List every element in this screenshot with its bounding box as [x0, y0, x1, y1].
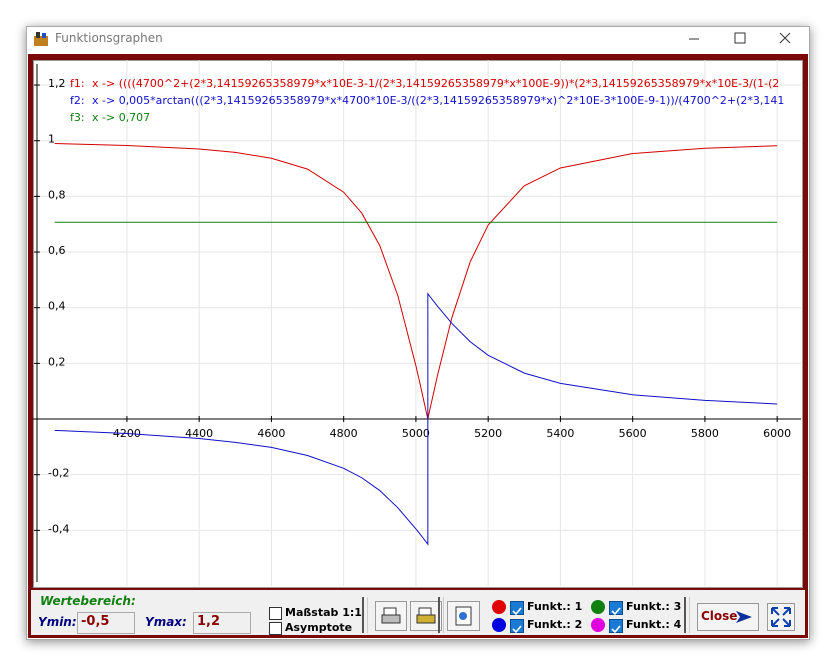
export-button[interactable] — [447, 601, 480, 631]
function-expression: x -> ((((4700^2+(2*3,14159265358979*x*10… — [92, 77, 800, 90]
fullscreen-button[interactable] — [767, 603, 795, 631]
color-swatch[interactable] — [492, 600, 506, 614]
function-expression: x -> 0,707 — [92, 111, 800, 124]
window-title: Funktionsgraphen — [55, 31, 163, 45]
checkbox[interactable] — [269, 622, 282, 635]
function-toggle-label: Funkt.: 2 — [527, 618, 582, 631]
function-name: f3: — [70, 111, 85, 124]
x-tick-label: 5800 — [691, 427, 719, 440]
app-icon — [32, 30, 50, 48]
close-button[interactable]: Close — [697, 603, 759, 631]
check-mark — [511, 623, 523, 635]
function-toggle-label: Funkt.: 1 — [527, 600, 582, 613]
function-checkbox[interactable] — [609, 619, 623, 633]
function-checkbox[interactable] — [609, 601, 623, 615]
ymin-label: Ymin: — [38, 615, 77, 629]
separator — [684, 597, 690, 633]
check-mark — [610, 623, 622, 635]
function-checkbox[interactable] — [510, 601, 524, 615]
close-arrow — [734, 608, 754, 626]
y-tick-label: 0,2 — [48, 355, 66, 368]
y-tick-label: 1,2 — [48, 77, 66, 90]
window-buttons[interactable] — [680, 28, 805, 48]
chart: 1,210,80,60,40,2-0,2-0,44200440046004800… — [33, 60, 801, 586]
color-swatch[interactable] — [591, 600, 605, 614]
checkbox[interactable] — [269, 607, 282, 620]
checkbox-label: Maßstab 1:1 — [285, 606, 362, 619]
color-swatch[interactable] — [591, 618, 605, 632]
check-mark — [511, 605, 523, 617]
x-tick-label: 4800 — [330, 427, 358, 440]
x-tick-label: 5600 — [619, 427, 647, 440]
function-toggle-label: Funkt.: 3 — [626, 600, 681, 613]
range-title: Wertebereich: — [40, 594, 136, 608]
function-expression: x -> 0,005*arctan(((2*3,14159265358979*x… — [92, 94, 800, 107]
plot-area: 1,210,80,60,40,2-0,2-0,44200440046004800… — [33, 60, 803, 588]
separator — [438, 597, 444, 633]
x-tick-label: 5000 — [402, 427, 430, 440]
y-tick-label: -0,2 — [48, 467, 69, 480]
y-tick-label: 1 — [48, 133, 55, 146]
y-tick-label: -0,4 — [48, 522, 69, 535]
x-tick-label: 6000 — [763, 427, 791, 440]
ymin-input[interactable]: -0,5 — [77, 612, 135, 634]
separator — [362, 597, 368, 633]
function-checkbox[interactable] — [510, 619, 524, 633]
close-label: Close — [701, 609, 737, 623]
function-name: f2: — [70, 94, 85, 107]
color-swatch[interactable] — [492, 618, 506, 632]
function-name: f1: — [70, 77, 85, 90]
x-tick-label: 5200 — [474, 427, 502, 440]
y-tick-label: 0,4 — [48, 300, 66, 313]
x-tick-label: 5400 — [546, 427, 574, 440]
function-toggle-label: Funkt.: 4 — [626, 618, 681, 631]
y-tick-label: 0,6 — [48, 244, 66, 257]
check-mark — [610, 605, 622, 617]
y-tick-label: 0,8 — [48, 188, 66, 201]
print-button[interactable] — [375, 601, 407, 631]
ymax-label: Ymax: — [145, 615, 187, 629]
ymax-input[interactable]: 1,2 — [193, 612, 251, 634]
checkbox-label: Asymptote — [285, 621, 352, 634]
x-tick-label: 4600 — [257, 427, 285, 440]
